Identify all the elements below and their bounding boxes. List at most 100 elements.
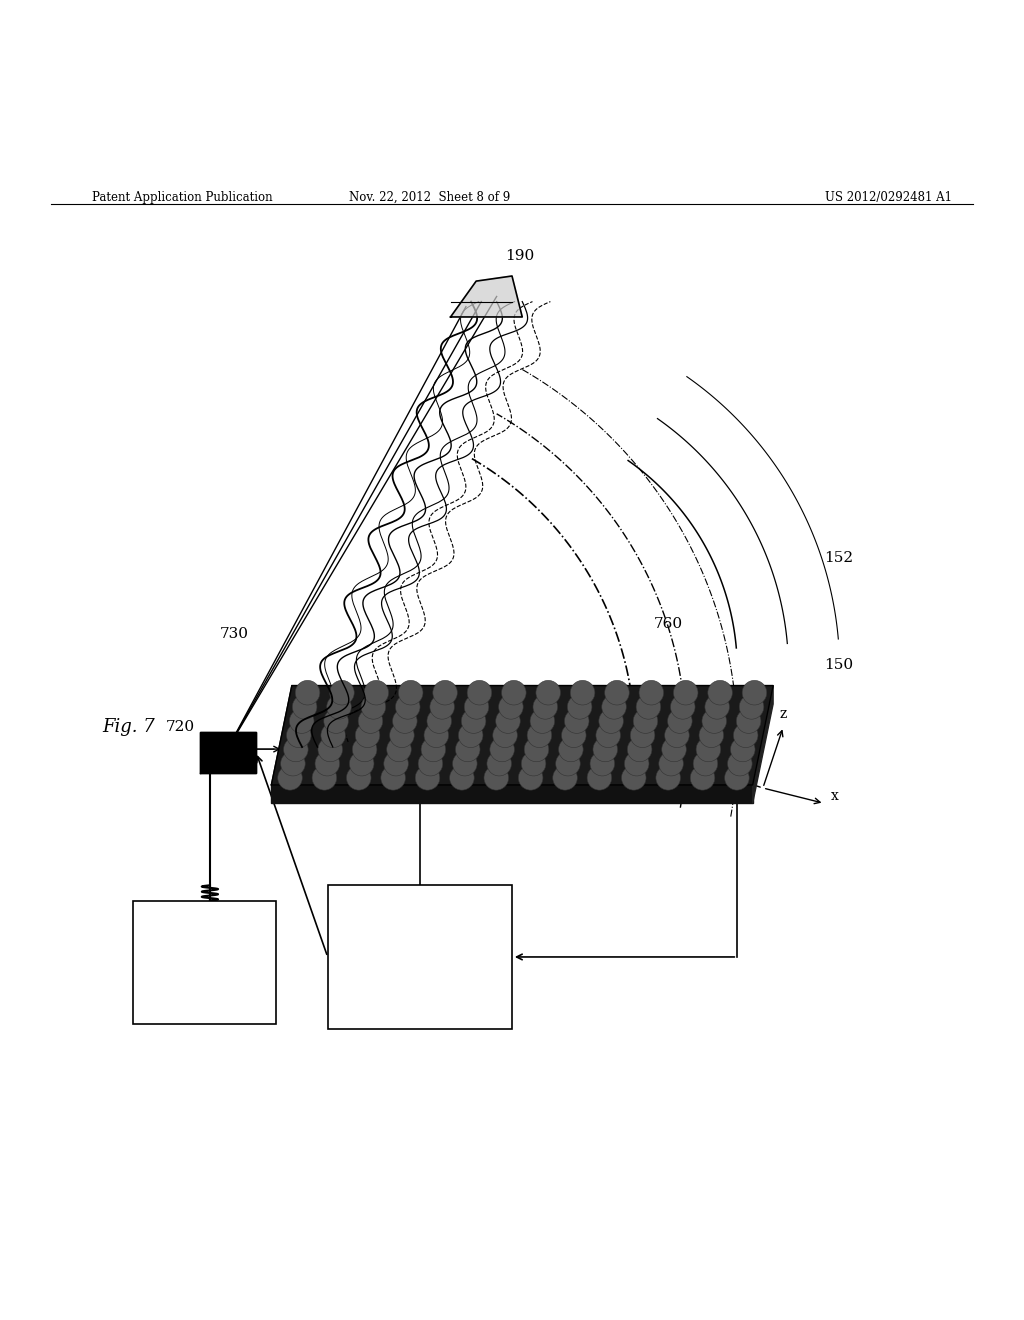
Circle shape xyxy=(674,680,698,705)
Circle shape xyxy=(384,751,409,776)
Circle shape xyxy=(636,694,660,719)
Circle shape xyxy=(702,709,727,734)
Text: 150: 150 xyxy=(824,659,853,672)
Circle shape xyxy=(655,766,680,791)
Circle shape xyxy=(496,709,520,734)
Circle shape xyxy=(499,694,523,719)
Text: US 2012/0292481 A1: US 2012/0292481 A1 xyxy=(825,191,952,205)
Circle shape xyxy=(284,737,308,762)
Bar xyxy=(200,731,256,772)
Text: 190: 190 xyxy=(505,248,535,263)
Circle shape xyxy=(527,723,552,747)
Circle shape xyxy=(602,694,627,719)
Text: 710: 710 xyxy=(145,945,174,958)
Circle shape xyxy=(727,751,752,776)
Circle shape xyxy=(484,766,509,791)
Circle shape xyxy=(532,694,557,719)
Circle shape xyxy=(518,766,543,791)
Text: Fig. 7: Fig. 7 xyxy=(102,718,156,735)
Circle shape xyxy=(330,680,354,705)
Circle shape xyxy=(290,709,314,734)
Text: z: z xyxy=(779,708,787,722)
Circle shape xyxy=(739,694,764,719)
Text: 720: 720 xyxy=(166,719,195,734)
Text: Nov. 22, 2012  Sheet 8 of 9: Nov. 22, 2012 Sheet 8 of 9 xyxy=(349,191,511,205)
Circle shape xyxy=(293,694,317,719)
Circle shape xyxy=(352,737,377,762)
Text: 130: 130 xyxy=(696,711,725,726)
Circle shape xyxy=(736,709,761,734)
Circle shape xyxy=(450,766,474,791)
Circle shape xyxy=(324,709,348,734)
Circle shape xyxy=(558,737,583,762)
Circle shape xyxy=(295,680,319,705)
Circle shape xyxy=(416,766,440,791)
Circle shape xyxy=(622,766,646,791)
Circle shape xyxy=(556,751,581,776)
Circle shape xyxy=(459,723,483,747)
Circle shape xyxy=(705,694,729,719)
Text: 760: 760 xyxy=(653,618,682,631)
Circle shape xyxy=(287,723,311,747)
Circle shape xyxy=(596,723,621,747)
Circle shape xyxy=(355,723,380,747)
Circle shape xyxy=(387,737,412,762)
Text: 730: 730 xyxy=(220,627,249,642)
Text: x: x xyxy=(830,789,839,804)
Circle shape xyxy=(730,737,755,762)
Circle shape xyxy=(365,680,389,705)
Circle shape xyxy=(461,709,486,734)
Text: 152: 152 xyxy=(824,550,853,565)
Circle shape xyxy=(489,737,514,762)
Circle shape xyxy=(693,751,718,776)
Circle shape xyxy=(639,680,664,705)
Circle shape xyxy=(381,766,406,791)
Circle shape xyxy=(633,709,657,734)
Circle shape xyxy=(665,723,689,747)
Text: 140: 140 xyxy=(406,950,434,964)
Circle shape xyxy=(281,751,305,776)
Circle shape xyxy=(312,766,337,791)
Circle shape xyxy=(464,694,488,719)
Circle shape xyxy=(418,751,442,776)
Circle shape xyxy=(742,680,767,705)
Circle shape xyxy=(599,709,624,734)
Text: y: y xyxy=(708,751,716,766)
Circle shape xyxy=(570,680,595,705)
Circle shape xyxy=(395,694,420,719)
Circle shape xyxy=(604,680,629,705)
Circle shape xyxy=(561,723,586,747)
Polygon shape xyxy=(451,276,522,317)
Polygon shape xyxy=(271,685,773,785)
Bar xyxy=(133,900,276,1023)
Circle shape xyxy=(696,737,721,762)
Circle shape xyxy=(587,766,611,791)
Circle shape xyxy=(590,751,614,776)
Circle shape xyxy=(521,751,546,776)
Circle shape xyxy=(349,751,374,776)
Circle shape xyxy=(524,737,549,762)
Circle shape xyxy=(625,751,649,776)
Circle shape xyxy=(278,766,302,791)
Circle shape xyxy=(358,709,383,734)
Circle shape xyxy=(321,723,345,747)
Polygon shape xyxy=(271,785,753,804)
Circle shape xyxy=(456,737,480,762)
Circle shape xyxy=(433,680,458,705)
Circle shape xyxy=(733,723,758,747)
Circle shape xyxy=(453,751,477,776)
Circle shape xyxy=(671,694,695,719)
Circle shape xyxy=(593,737,617,762)
Circle shape xyxy=(725,766,750,791)
Circle shape xyxy=(361,694,386,719)
Polygon shape xyxy=(753,685,773,804)
Circle shape xyxy=(327,694,351,719)
Circle shape xyxy=(668,709,692,734)
Circle shape xyxy=(315,751,340,776)
Circle shape xyxy=(699,723,724,747)
Circle shape xyxy=(628,737,652,762)
Circle shape xyxy=(502,680,526,705)
Circle shape xyxy=(530,709,555,734)
Circle shape xyxy=(662,737,686,762)
Circle shape xyxy=(389,723,414,747)
